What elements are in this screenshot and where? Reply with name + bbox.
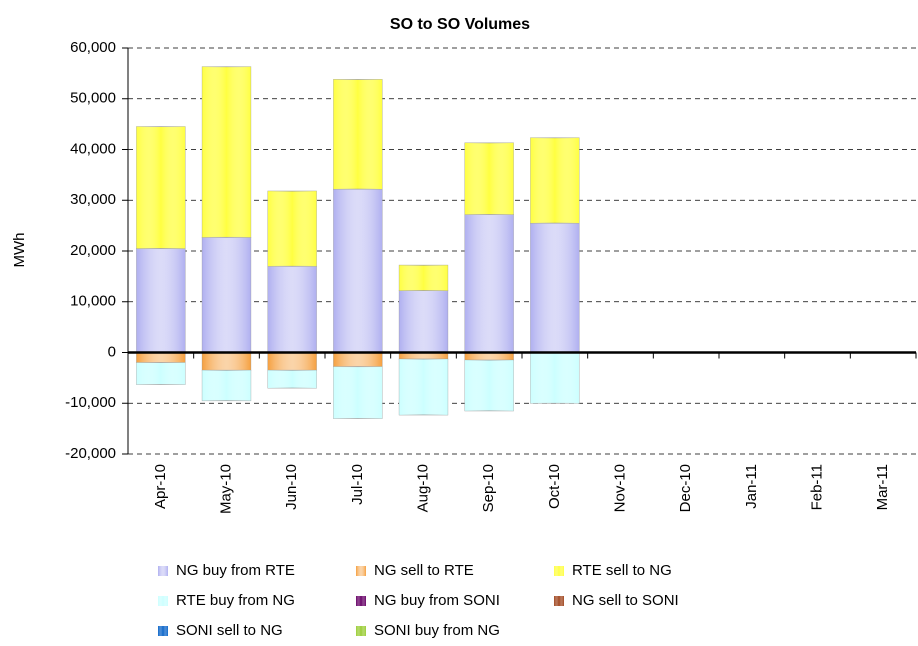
bar — [530, 352, 580, 404]
x-tick-label: Jan-11 — [743, 464, 760, 509]
y-tick-label: -20,000 — [65, 445, 116, 462]
bar — [333, 188, 383, 353]
bar — [398, 290, 449, 353]
bar — [464, 214, 514, 353]
bar — [464, 359, 514, 412]
bar — [201, 66, 252, 238]
bar — [136, 248, 186, 353]
bar — [398, 358, 449, 416]
legend-label: NG buy from RTE — [176, 562, 295, 579]
bar — [267, 190, 317, 267]
legend-label: SONI sell to NG — [176, 622, 283, 639]
bar — [267, 265, 317, 353]
legend-swatch-shade — [554, 566, 564, 576]
bar — [136, 126, 186, 249]
legend-swatch-shade — [356, 626, 366, 636]
legend-label: NG sell to RTE — [374, 562, 474, 579]
y-tick-label: 20,000 — [70, 242, 116, 259]
bar — [333, 366, 383, 419]
x-tick-label: Apr-10 — [152, 464, 169, 509]
x-tick-label: Oct-10 — [546, 464, 563, 509]
legend-swatch-shade — [158, 566, 168, 576]
legend-swatch-shade — [158, 626, 168, 636]
bar — [267, 369, 317, 389]
bar — [464, 142, 514, 215]
bar — [530, 137, 580, 224]
bar — [333, 352, 383, 368]
bar — [333, 79, 383, 190]
legend-swatch-shade — [554, 596, 564, 606]
y-tick-label: 30,000 — [70, 191, 116, 208]
bar — [201, 352, 252, 371]
y-tick-label: -10,000 — [65, 394, 116, 411]
legend-swatch-shade — [356, 566, 366, 576]
legend-label: SONI buy from NG — [374, 622, 500, 639]
x-tick-label: Jun-10 — [283, 464, 300, 510]
legend-label: NG sell to SONI — [572, 592, 679, 609]
y-tick-label: 50,000 — [70, 90, 116, 107]
bar — [530, 222, 580, 353]
x-tick-label: Nov-10 — [611, 464, 628, 512]
x-tick-label: Mar-11 — [874, 464, 891, 510]
x-tick-label: Sep-10 — [480, 464, 497, 512]
legend-label: NG buy from SONI — [374, 592, 500, 609]
x-tick-label: Dec-10 — [677, 464, 694, 512]
x-tick-label: May-10 — [217, 464, 234, 514]
bar — [267, 352, 317, 371]
bar — [136, 362, 186, 385]
legend-swatch-shade — [356, 596, 366, 606]
y-tick-label: 10,000 — [70, 293, 116, 310]
y-tick-label: 40,000 — [70, 140, 116, 157]
y-tick-label: 0 — [108, 343, 116, 360]
bar — [136, 352, 186, 363]
x-tick-label: Jul-10 — [349, 464, 366, 505]
legend-label: RTE buy from NG — [176, 592, 295, 609]
x-tick-label: Aug-10 — [414, 464, 431, 512]
legend-label: RTE sell to NG — [572, 562, 672, 579]
bar — [201, 369, 252, 402]
bar — [201, 236, 252, 353]
legend-swatch-shade — [158, 596, 168, 606]
y-tick-label: 60,000 — [70, 39, 116, 56]
y-axis-label: MWh — [11, 233, 28, 268]
chart-title: SO to SO Volumes — [390, 16, 530, 33]
x-tick-label: Feb-11 — [808, 464, 825, 510]
bar — [398, 264, 449, 291]
